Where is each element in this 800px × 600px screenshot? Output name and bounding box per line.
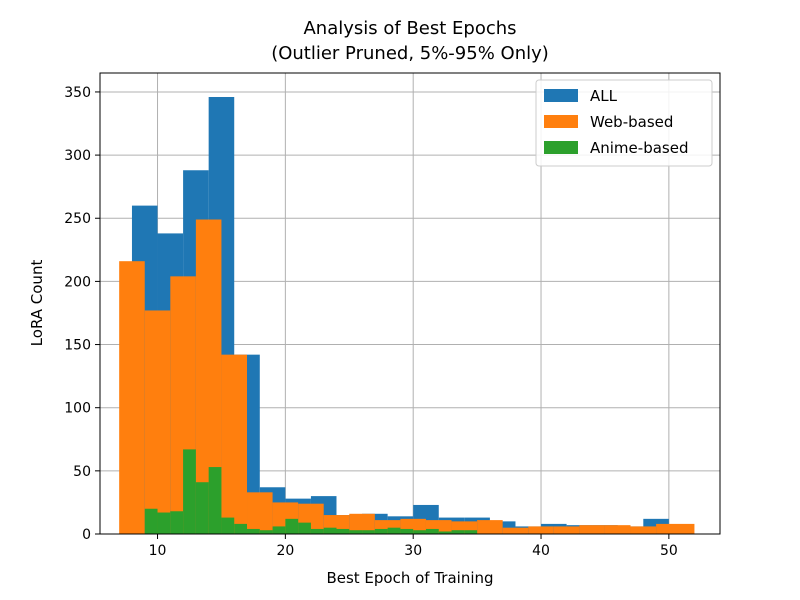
bar-web-based <box>579 525 605 534</box>
legend-box <box>535 79 713 167</box>
bar-anime-based <box>259 530 273 534</box>
legend-label-all: ALL <box>590 87 618 105</box>
bar-web-based <box>656 523 695 534</box>
x-tick-label: 40 <box>532 543 550 559</box>
bar-anime-based <box>400 528 414 534</box>
bar-web-based <box>119 261 145 534</box>
bar-anime-based <box>144 508 158 534</box>
y-tick-label: 0 <box>82 527 91 543</box>
bar-anime-based <box>336 528 350 534</box>
legend-label-anime-based: Anime-based <box>590 139 688 157</box>
bar-anime-based <box>413 530 426 534</box>
bar-anime-based <box>425 528 439 534</box>
y-tick-label: 50 <box>73 464 91 480</box>
x-axis: 10 20 30 40 50 <box>149 534 678 559</box>
y-axis-label: LoRA Count <box>28 260 46 347</box>
bar-anime-based <box>157 512 171 534</box>
bar-web-based <box>630 526 657 534</box>
bar-anime-based <box>183 449 196 534</box>
bar-web-based <box>144 310 171 534</box>
y-axis: 0 50 100 150 200 250 300 350 <box>64 85 100 543</box>
bar-web-based <box>247 492 273 534</box>
bar-anime-based <box>323 527 337 534</box>
series-anime-based-bars <box>144 449 478 534</box>
y-tick-label: 150 <box>64 338 91 354</box>
bar-anime-based <box>208 467 222 534</box>
plot-frame <box>99 72 721 535</box>
y-tick-label: 300 <box>64 148 91 164</box>
bar-anime-based <box>438 531 452 534</box>
x-tick-label: 30 <box>404 543 422 559</box>
bar-anime-based <box>464 530 478 534</box>
bar-web-based <box>221 354 248 534</box>
bar-web-based <box>477 520 503 534</box>
y-tick-label: 200 <box>64 274 91 290</box>
bar-anime-based <box>349 530 363 534</box>
bar-anime-based <box>387 527 401 534</box>
x-tick-label: 50 <box>660 543 678 559</box>
bar-web-based <box>604 525 631 534</box>
bar-web-based <box>528 526 554 534</box>
chart-title: Analysis of Best Epochs <box>303 18 516 39</box>
legend-swatch-all <box>544 89 578 102</box>
bar-web-based <box>502 527 529 534</box>
legend-swatch-web-based <box>544 115 578 128</box>
bar-anime-based <box>234 523 248 534</box>
y-tick-label: 100 <box>64 401 91 417</box>
legend-swatch-anime-based <box>544 141 578 154</box>
bar-anime-based <box>195 482 209 534</box>
bar-anime-based <box>374 528 388 534</box>
x-tick-label: 10 <box>149 543 167 559</box>
bar-anime-based <box>170 511 184 534</box>
legend: ALL Web-based Anime-based <box>535 79 713 167</box>
bar-anime-based <box>310 528 324 534</box>
bar-anime-based <box>285 518 299 534</box>
bar-anime-based <box>451 530 465 534</box>
chart-subtitle: (Outlier Pruned, 5%-95% Only) <box>271 43 549 64</box>
bar-anime-based <box>221 517 235 534</box>
x-tick-label: 20 <box>276 543 294 559</box>
y-tick-label: 350 <box>64 85 91 101</box>
legend-label-web-based: Web-based <box>590 113 673 131</box>
bar-anime-based <box>247 528 260 534</box>
bar-web-based <box>553 526 580 534</box>
bar-anime-based <box>298 522 311 534</box>
y-tick-label: 250 <box>64 211 91 227</box>
bar-anime-based <box>272 526 286 534</box>
bar-web-based <box>349 513 375 534</box>
x-axis-label: Best Epoch of Training <box>326 569 493 587</box>
bar-anime-based <box>362 530 375 534</box>
